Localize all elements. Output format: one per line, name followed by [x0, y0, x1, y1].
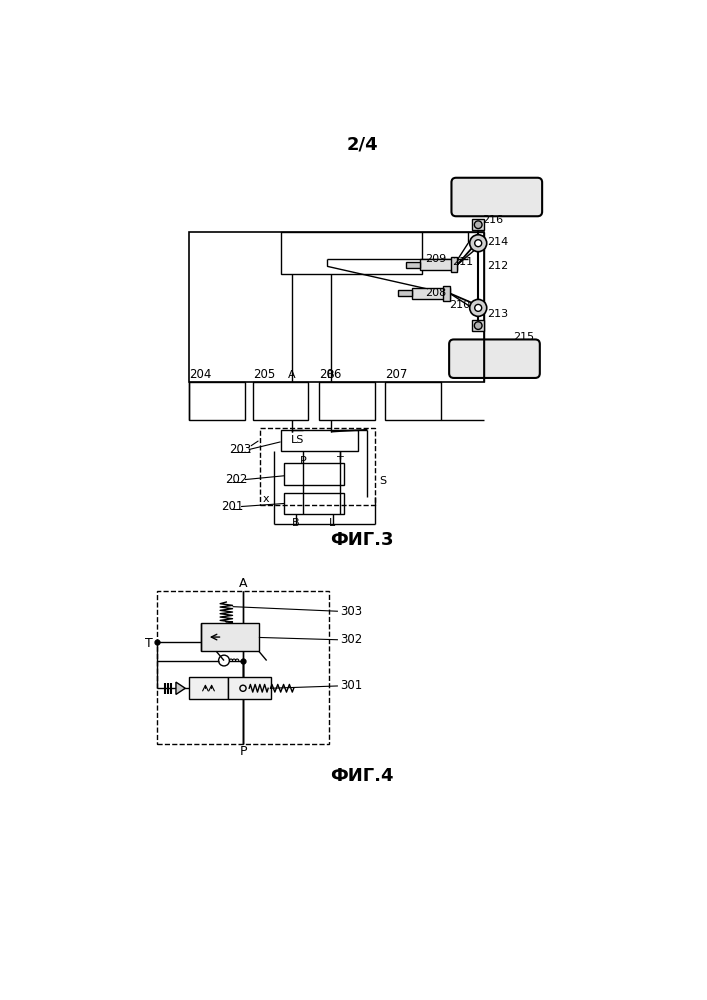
Text: P: P — [300, 456, 306, 466]
Text: 207: 207 — [385, 368, 407, 381]
Bar — [189, 677, 228, 699]
Polygon shape — [176, 682, 185, 694]
Bar — [406, 262, 420, 268]
Bar — [472, 320, 484, 331]
Text: 202: 202 — [225, 473, 247, 486]
Bar — [156, 591, 329, 744]
Text: 209: 209 — [426, 254, 447, 264]
Text: A: A — [239, 577, 247, 590]
Bar — [320, 382, 375, 420]
Circle shape — [474, 322, 482, 329]
Circle shape — [474, 240, 481, 247]
Text: T: T — [145, 637, 153, 650]
Bar — [284, 463, 344, 485]
Bar — [189, 382, 245, 420]
Text: T: T — [337, 456, 344, 466]
Text: B: B — [327, 370, 334, 380]
Text: 201: 201 — [221, 500, 243, 513]
Text: 206: 206 — [320, 368, 341, 381]
Text: ФИГ.3: ФИГ.3 — [330, 531, 394, 549]
Text: 303: 303 — [340, 605, 363, 618]
Circle shape — [474, 221, 482, 229]
Bar — [420, 259, 457, 270]
Circle shape — [474, 304, 481, 311]
Bar — [412, 288, 450, 299]
Bar — [189, 232, 484, 382]
Text: 203: 203 — [229, 443, 251, 456]
Text: L: L — [329, 518, 336, 528]
Bar — [252, 382, 308, 420]
Text: 216: 216 — [482, 215, 503, 225]
Text: 2/4: 2/4 — [346, 136, 378, 154]
FancyBboxPatch shape — [452, 178, 542, 216]
Bar — [228, 677, 271, 699]
Text: LS: LS — [291, 435, 304, 445]
Text: 205: 205 — [252, 368, 275, 381]
Circle shape — [469, 235, 486, 252]
Text: ФИГ.4: ФИГ.4 — [330, 767, 394, 785]
Text: 204: 204 — [189, 368, 211, 381]
Text: S: S — [379, 476, 386, 486]
Bar — [281, 430, 358, 451]
Bar — [260, 428, 375, 505]
Circle shape — [469, 299, 486, 316]
Text: P: P — [240, 745, 247, 758]
Bar — [398, 290, 412, 296]
Text: 214: 214 — [486, 237, 508, 247]
Bar — [281, 232, 421, 274]
Bar — [443, 286, 450, 301]
Bar — [451, 257, 457, 272]
Text: 302: 302 — [340, 633, 363, 646]
Text: A: A — [288, 370, 296, 380]
Bar — [385, 382, 441, 420]
Text: 215: 215 — [513, 332, 534, 342]
Text: 211: 211 — [452, 257, 473, 267]
Bar — [201, 623, 259, 651]
Text: 212: 212 — [488, 261, 509, 271]
Bar — [472, 219, 484, 230]
Text: 208: 208 — [426, 288, 447, 298]
Text: 213: 213 — [488, 309, 508, 319]
Text: 210: 210 — [450, 300, 471, 310]
Bar — [284, 493, 344, 514]
Text: B: B — [292, 518, 300, 528]
Text: 301: 301 — [340, 679, 363, 692]
FancyBboxPatch shape — [449, 339, 540, 378]
Text: x: x — [263, 494, 269, 504]
